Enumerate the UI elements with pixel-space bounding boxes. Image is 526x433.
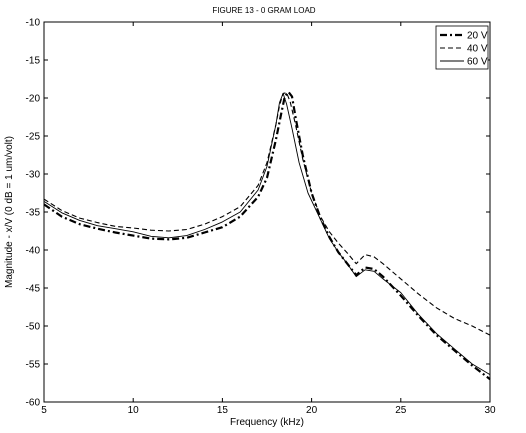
series-line-40v <box>43 92 491 336</box>
axis-ticks: 5 10 15 20 25 30 -60 -55 -50 -45 -40 -35 -30 -25 -20 -1… <box>26 18 496 417</box>
series-lines <box>43 90 491 381</box>
legend-label: 20 V <box>467 31 488 42</box>
legend-label: 60 V <box>467 57 488 68</box>
x-tick-label: 15 <box>217 405 229 416</box>
y-tick-label: -20 <box>26 94 41 105</box>
y-tick-label: -30 <box>26 170 41 181</box>
y-axis-label: Magnitude - x/V (0 dB = 1 um/volt) <box>4 136 15 288</box>
y-tick-label: -50 <box>26 322 41 333</box>
x-tick-label: 30 <box>484 405 496 416</box>
plot-area <box>43 21 491 403</box>
series-line-60v <box>43 92 491 375</box>
y-tick-label: -55 <box>26 360 41 371</box>
x-axis-label: Frequency (kHz) <box>230 417 304 428</box>
x-tick-label: 10 <box>128 405 140 416</box>
y-tick-label: -25 <box>26 132 41 143</box>
y-tick-label: -40 <box>26 246 41 257</box>
y-tick-label: -45 <box>26 284 41 295</box>
y-tick-label: -60 <box>26 398 41 409</box>
x-tick-label: 20 <box>306 405 318 416</box>
y-tick-label: -10 <box>26 18 41 29</box>
y-tick-label: -35 <box>26 208 41 219</box>
y-tick-label: -15 <box>26 56 41 67</box>
chart-title: FIGURE 13 - 0 GRAM LOAD <box>212 6 315 15</box>
x-tick-label: 5 <box>41 405 47 416</box>
legend-label: 40 V <box>467 44 488 55</box>
legend: 20 V 40 V 60 V <box>435 25 489 70</box>
x-tick-label: 25 <box>395 405 407 416</box>
series-line-20v <box>43 90 491 381</box>
